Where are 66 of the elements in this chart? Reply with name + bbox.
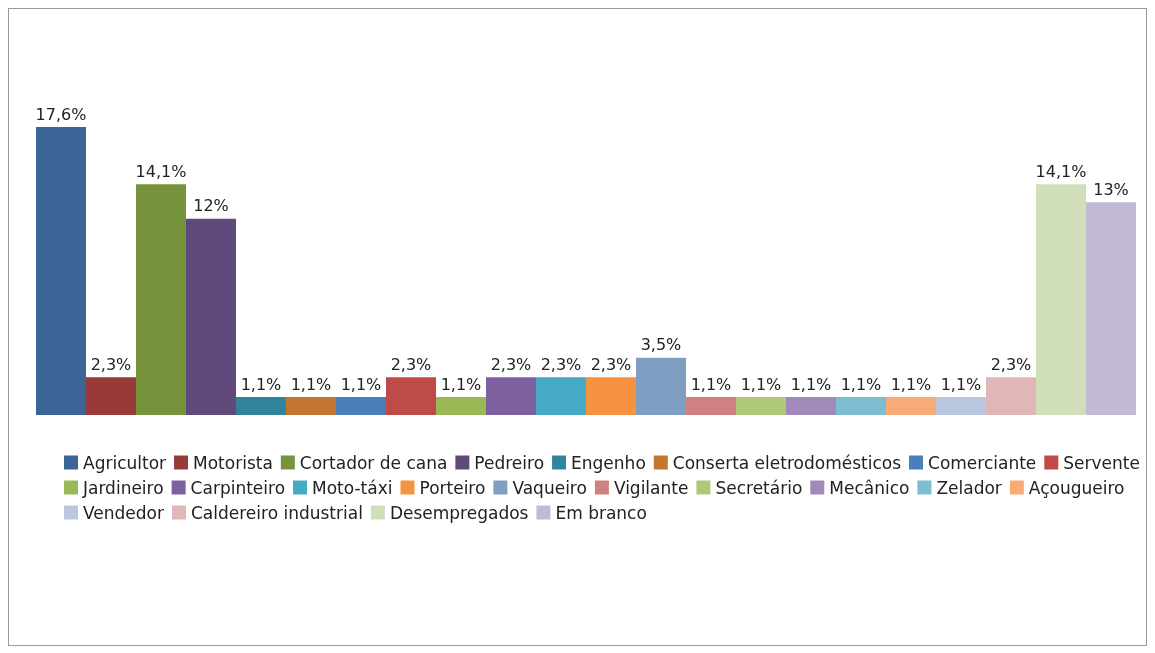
- legend-label: Vigilante: [613, 477, 689, 498]
- bar: [386, 377, 436, 415]
- legend-label: Secretário: [715, 477, 803, 498]
- bar: [436, 397, 486, 415]
- legend-label: Agricultor: [83, 452, 167, 473]
- legend-label: Carpinteiro: [190, 477, 286, 498]
- bar: [686, 397, 736, 415]
- data-label: 14,1%: [135, 161, 187, 181]
- bar: [736, 397, 786, 415]
- data-label: 1,1%: [790, 374, 832, 394]
- legend-label: Mecânico: [829, 477, 910, 498]
- legend-label: Moto-táxi: [312, 477, 393, 498]
- bar: [536, 377, 586, 415]
- data-label: 2,3%: [990, 354, 1032, 374]
- bar: [786, 397, 836, 415]
- legend-label: Engenho: [571, 452, 646, 473]
- bar: [286, 397, 336, 415]
- bar: [986, 377, 1036, 415]
- data-label: 13%: [1093, 179, 1129, 199]
- legend-label: Conserta eletrodomésticos: [672, 452, 902, 473]
- data-label: 1,1%: [690, 374, 732, 394]
- bar: [136, 184, 186, 415]
- bar: [886, 397, 936, 415]
- legend-label: Motorista: [193, 452, 273, 473]
- data-label: 2,3%: [590, 354, 632, 374]
- bar: [1086, 202, 1136, 415]
- data-label: 2,3%: [540, 354, 582, 374]
- data-label: 12%: [193, 196, 229, 216]
- data-label: 1,1%: [740, 374, 782, 394]
- bar: [36, 127, 86, 415]
- data-label: 2,3%: [390, 354, 432, 374]
- legend-label: Jardineiro: [82, 477, 164, 498]
- bar: [586, 377, 636, 415]
- data-label: 1,1%: [940, 374, 982, 394]
- legend-label: Zelador: [936, 477, 1002, 498]
- legend-label: Servente: [1063, 452, 1140, 473]
- data-label: 3,5%: [640, 335, 682, 355]
- data-label: 1,1%: [340, 374, 382, 394]
- data-label: 14,1%: [1035, 161, 1087, 181]
- bar: [936, 397, 986, 415]
- bar: [486, 377, 536, 415]
- data-label: 2,3%: [90, 354, 132, 374]
- data-label: 1,1%: [240, 374, 282, 394]
- data-label: 1,1%: [440, 374, 482, 394]
- legend-label: Vendedor: [83, 502, 164, 523]
- data-label: 1,1%: [890, 374, 932, 394]
- legend-label: Desempregados: [389, 502, 529, 523]
- bar: [636, 357, 686, 415]
- bar: [336, 397, 386, 415]
- data-label: 2,3%: [490, 354, 532, 374]
- legend-label: Cortador de cana: [299, 452, 448, 473]
- legend-label: Caldereiro industrial: [190, 502, 363, 523]
- data-label: 1,1%: [290, 374, 332, 394]
- legend-label: Açougueiro: [1028, 477, 1125, 498]
- legend-label: Pedreiro: [474, 452, 545, 473]
- legend-label: Vaqueiro: [512, 477, 587, 498]
- data-label: 1,1%: [840, 374, 882, 394]
- bar: [1036, 184, 1086, 415]
- legend-label: Em branco: [555, 502, 647, 523]
- legend-label: Porteiro: [419, 477, 486, 498]
- data-label: 17,6%: [35, 104, 87, 124]
- bar: [236, 397, 286, 415]
- bar: [86, 377, 136, 415]
- bar: [186, 218, 236, 415]
- legend-label: Comerciante: [928, 452, 1037, 473]
- bar: [836, 397, 886, 415]
